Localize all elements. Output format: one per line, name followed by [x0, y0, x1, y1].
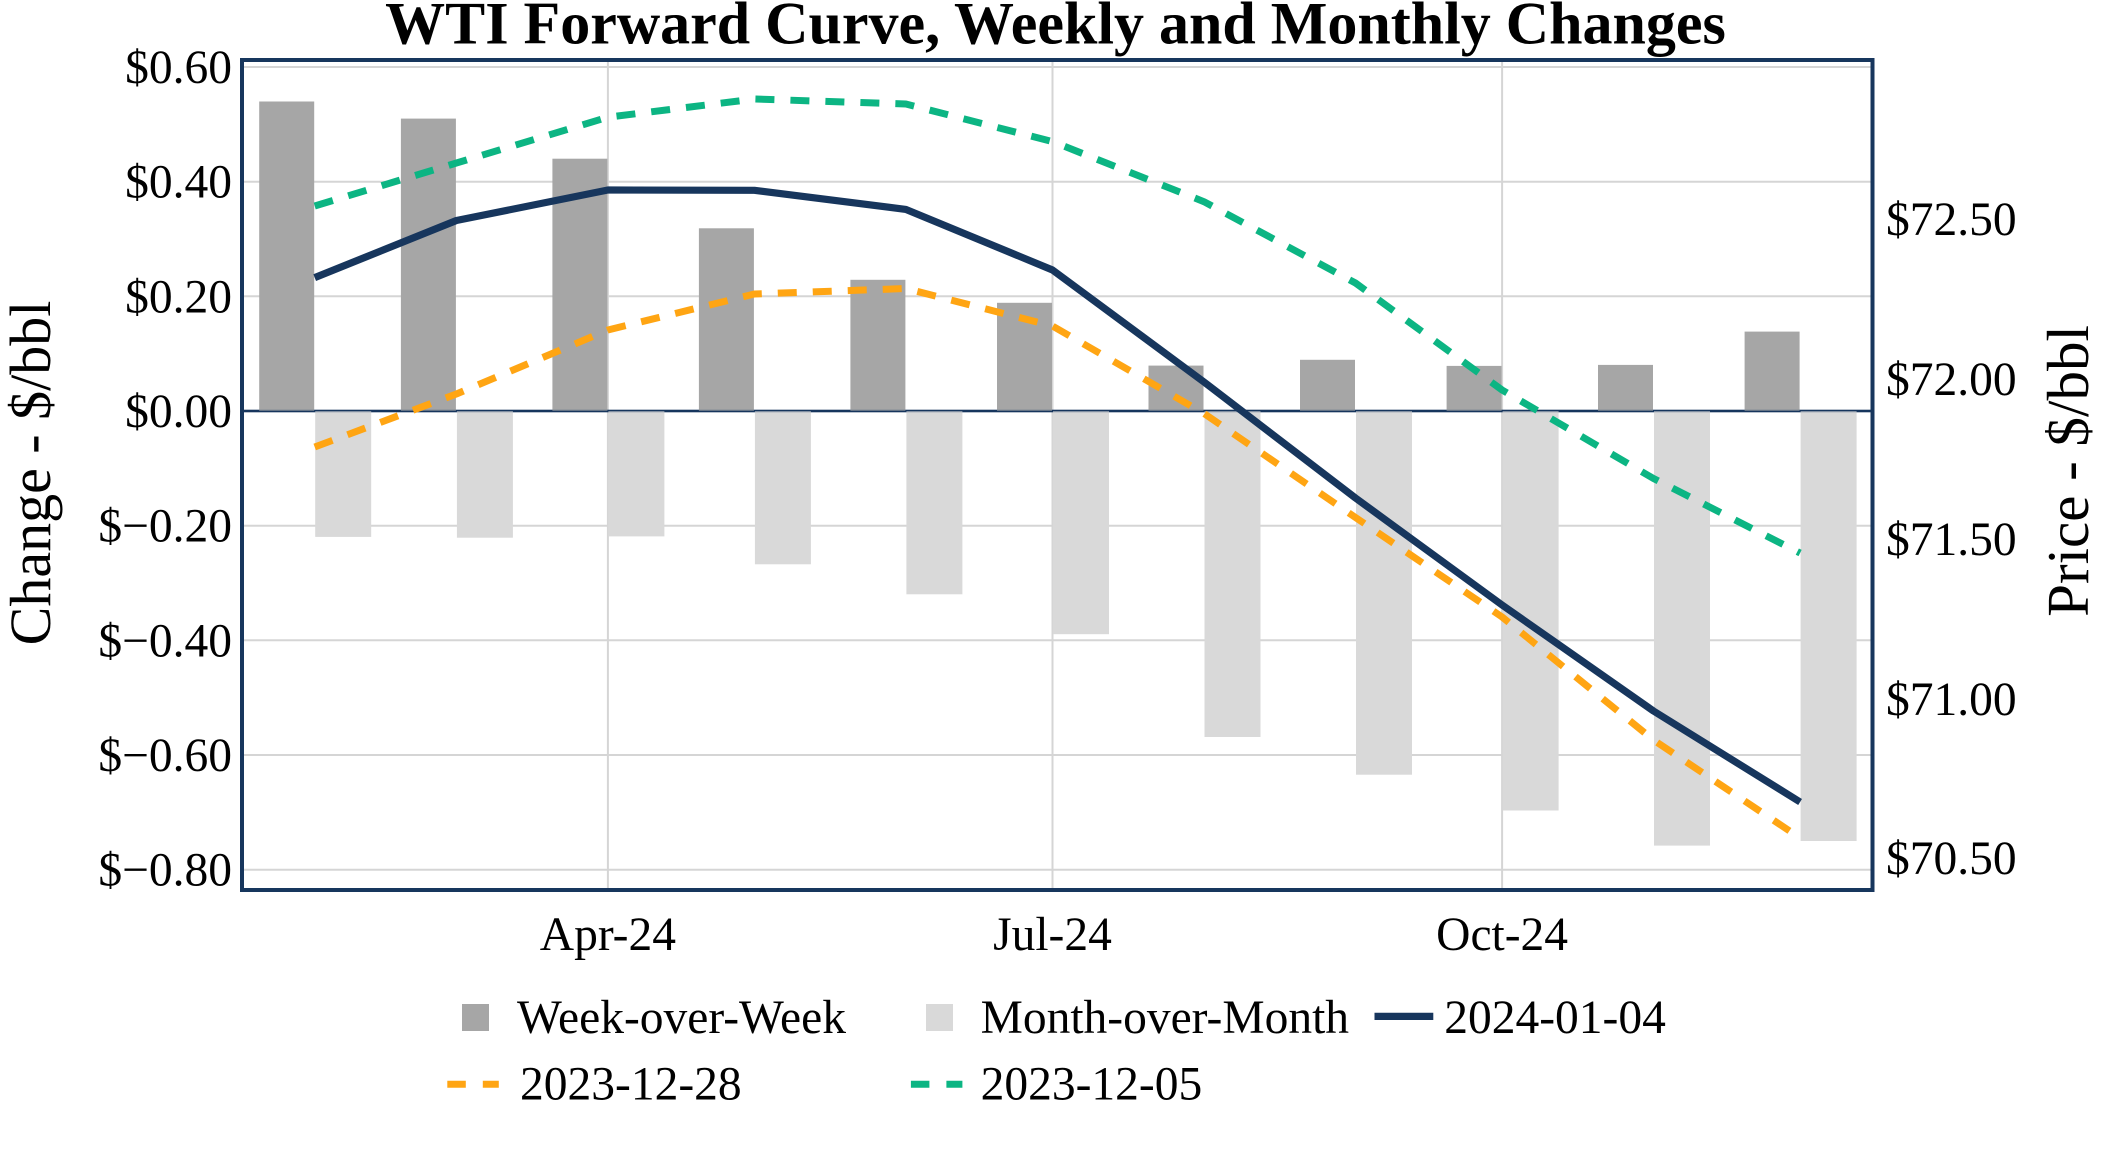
- svg-text:2023-12-05: 2023-12-05: [981, 1059, 1203, 1111]
- svg-text:$−0.80: $−0.80: [98, 845, 232, 897]
- svg-text:$−0.40: $−0.40: [98, 615, 232, 667]
- svg-text:Jul-24: Jul-24: [993, 909, 1112, 961]
- svg-text:$72.00: $72.00: [1886, 354, 2017, 406]
- svg-text:Apr-24: Apr-24: [540, 909, 676, 961]
- svg-text:$71.00: $71.00: [1886, 674, 2017, 726]
- svg-text:$72.50: $72.50: [1886, 194, 2017, 246]
- svg-text:Change - $/bbl: Change - $/bbl: [0, 301, 63, 646]
- svg-text:WTI Forward Curve, Weekly and: WTI Forward Curve, Weekly and Monthly Ch…: [385, 0, 1726, 57]
- svg-text:Month-over-Month: Month-over-Month: [981, 992, 1350, 1044]
- svg-text:$0.20: $0.20: [125, 271, 232, 323]
- svg-text:$0.00: $0.00: [125, 386, 232, 438]
- svg-text:2024-01-04: 2024-01-04: [1444, 992, 1666, 1044]
- svg-text:Price - $/bbl: Price - $/bbl: [2035, 325, 2101, 617]
- svg-text:$70.50: $70.50: [1886, 833, 2017, 885]
- svg-text:Week-over-Week: Week-over-Week: [517, 992, 846, 1044]
- svg-text:2023-12-28: 2023-12-28: [520, 1059, 742, 1111]
- svg-text:$−0.20: $−0.20: [98, 501, 232, 553]
- svg-text:$0.40: $0.40: [125, 157, 232, 209]
- svg-text:Oct-24: Oct-24: [1436, 909, 1568, 961]
- svg-text:$71.50: $71.50: [1886, 514, 2017, 566]
- svg-text:$0.60: $0.60: [125, 42, 232, 94]
- svg-text:$−0.60: $−0.60: [98, 730, 232, 782]
